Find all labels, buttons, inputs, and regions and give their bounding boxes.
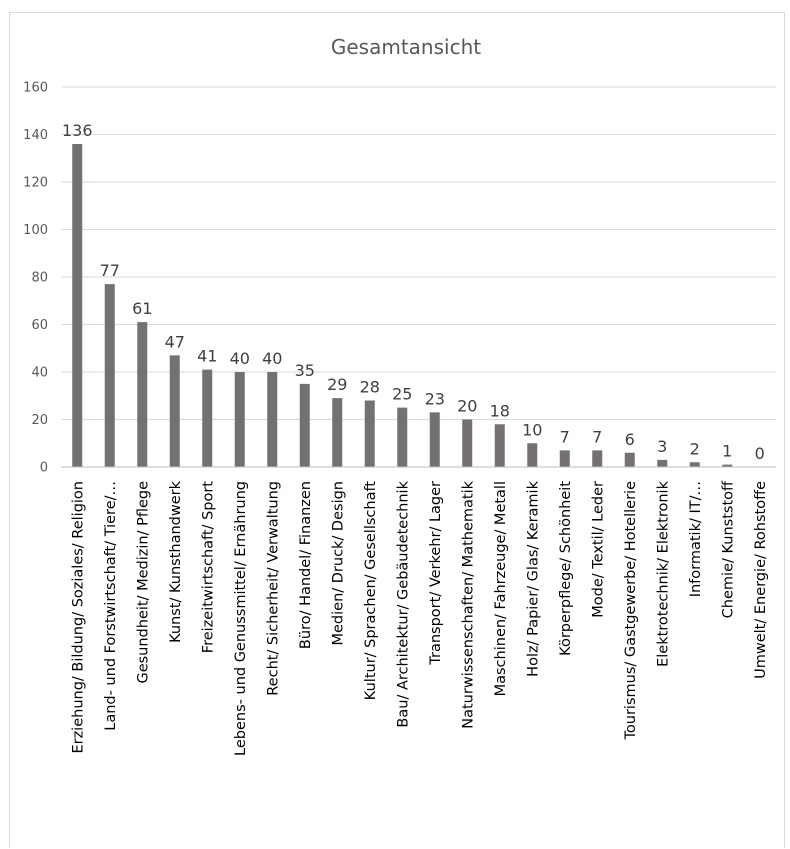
data-label: 35 xyxy=(295,361,315,380)
bar xyxy=(332,398,343,467)
data-label: 3 xyxy=(657,437,667,456)
bar xyxy=(527,443,538,467)
data-label: 18 xyxy=(490,401,510,420)
x-category-label: Medien/ Druck/ Design xyxy=(330,481,346,646)
bar xyxy=(169,355,180,467)
y-tick-label: 40 xyxy=(31,366,48,381)
x-axis-categories: Erziehung/ Bildung/ Soziales/ Religion La… xyxy=(70,480,769,756)
x-category-label: Kunst/ Kunsthandwerk xyxy=(168,480,184,643)
x-category-label: Recht/ Sicherheit/ Verwaltung xyxy=(265,481,281,696)
data-label: 40 xyxy=(230,349,250,368)
y-tick-label: 140 xyxy=(23,128,48,143)
bar xyxy=(267,372,278,467)
x-category-label: Freizeitwirtschaft/ Sport xyxy=(200,481,216,654)
x-category-label: Mode/ Textil/ Leder xyxy=(590,481,606,618)
bar xyxy=(462,419,473,467)
y-tick-label: 80 xyxy=(31,271,48,286)
bar xyxy=(137,322,148,467)
x-category-label: Chemie/ Kunststoff xyxy=(720,480,736,618)
data-label: 41 xyxy=(197,347,217,366)
bar xyxy=(689,462,700,467)
chart-area: Gesamtansicht 0 20 40 60 80 100 120 140 160 136 7… xyxy=(9,12,785,848)
data-label: 10 xyxy=(522,420,542,439)
data-label: 20 xyxy=(457,397,477,416)
data-label: 23 xyxy=(425,389,445,408)
bar xyxy=(624,452,635,467)
x-category-label: Transport/ Verkehr/ Lager xyxy=(428,481,444,666)
bar xyxy=(397,407,408,467)
data-label: 40 xyxy=(262,349,282,368)
y-tick-label: 100 xyxy=(23,223,48,238)
data-label: 28 xyxy=(360,378,380,397)
y-tick-label: 0 xyxy=(40,461,48,476)
y-tick-label: 20 xyxy=(31,413,48,428)
data-label: 7 xyxy=(592,427,602,446)
bar xyxy=(722,464,733,467)
bar xyxy=(364,400,375,467)
bar xyxy=(299,383,310,467)
x-category-label: Maschinen/ Fahrzeuge/ Metall xyxy=(493,481,509,696)
x-category-label: Informatik/ IT/… xyxy=(688,481,704,597)
bars xyxy=(72,144,733,467)
data-label: 1 xyxy=(722,442,732,461)
bar xyxy=(104,284,115,467)
bar xyxy=(592,450,603,467)
x-category-label: Tourismus/ Gastgewerbe/ Hotellerie xyxy=(623,481,639,741)
y-axis-ticks: 0 20 40 60 80 100 120 140 160 xyxy=(23,81,48,476)
x-category-label: Kultur/ Sprachen/ Gesellschaft xyxy=(363,481,379,700)
bar xyxy=(72,144,83,467)
bar xyxy=(234,372,245,467)
x-category-label: Umwelt/ Energie/ Rohstoffe xyxy=(753,481,769,679)
x-category-label: Erziehung/ Bildung/ Soziales/ Religion xyxy=(70,481,86,754)
x-category-label: Holz/ Papier/ Glas/ Keramik xyxy=(525,480,541,676)
data-label: 29 xyxy=(327,375,347,394)
x-category-label: Land- und Forstwirtschaft/ Tiere/… xyxy=(103,481,119,731)
chart-title: Gesamtansicht xyxy=(331,35,481,59)
data-label: 77 xyxy=(100,261,120,280)
data-label: 6 xyxy=(625,430,635,449)
gridlines xyxy=(61,86,776,420)
data-label: 2 xyxy=(690,439,700,458)
bar xyxy=(429,412,440,467)
data-label: 136 xyxy=(62,121,93,140)
bar xyxy=(494,424,505,467)
data-label: 25 xyxy=(392,385,412,404)
x-category-label: Lebens- und Genussmittel/ Ernährung xyxy=(233,481,249,756)
data-label: 0 xyxy=(755,444,765,463)
y-tick-label: 160 xyxy=(23,81,48,96)
data-label: 61 xyxy=(132,299,152,318)
data-label: 7 xyxy=(560,427,570,446)
x-category-label: Körperpflege/ Schönheit xyxy=(558,481,574,656)
bar xyxy=(202,369,213,467)
x-category-label: Gesundheit/ Medizin/ Pflege xyxy=(135,481,151,684)
y-tick-label: 120 xyxy=(23,176,48,191)
x-category-label: Elektrotechnik/ Elektronik xyxy=(655,480,671,667)
x-category-label: Naturwissenschaften/ Mathematik xyxy=(460,480,476,728)
bar xyxy=(559,450,570,467)
x-category-label: Büro/ Handel/ Finanzen xyxy=(298,481,314,649)
bar xyxy=(657,459,668,467)
x-category-label: Bau/ Architektur/ Gebäudetechnik xyxy=(395,480,411,727)
y-tick-label: 60 xyxy=(31,318,48,333)
data-label: 47 xyxy=(165,332,185,351)
